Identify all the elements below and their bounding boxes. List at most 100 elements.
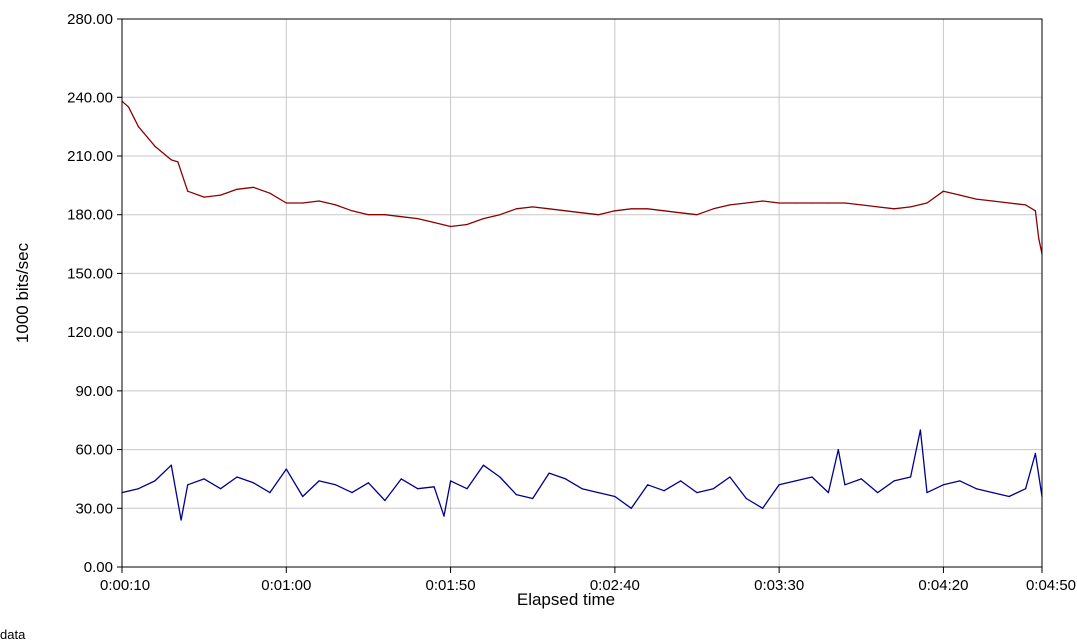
series-1-point [515, 208, 517, 210]
x-tick-label: 0:00:10 [100, 577, 150, 594]
footer-text: data [0, 627, 26, 642]
series-2-point [729, 476, 731, 478]
series-2-point [466, 488, 468, 490]
series-2-point [581, 488, 583, 490]
y-tick-labels: 0.00 30.00 60.00 90.00 120.00 150.00 180.00 210… [67, 11, 113, 576]
series-1-point [811, 202, 813, 204]
series-2-point [335, 484, 337, 486]
series-1-point [187, 190, 189, 192]
series-2-point [919, 429, 922, 431]
series-2-point [680, 480, 682, 482]
series-2-point [811, 476, 813, 478]
series-1-point [680, 212, 682, 214]
series-1-point [860, 204, 862, 206]
series-2-point [778, 484, 780, 486]
series-2-point [400, 478, 402, 480]
series-2-point [1025, 488, 1027, 490]
series-1-point [729, 204, 731, 206]
x-axis-title: Elapsed time [517, 590, 615, 609]
series-2-point [959, 480, 961, 482]
series-1-point [220, 194, 222, 196]
series-1-point [597, 214, 600, 216]
x-tick-label: 0:04:20 [918, 577, 968, 594]
series-1-point [926, 202, 928, 204]
tick-marks [117, 18, 1043, 573]
series-1-point [712, 208, 715, 210]
y-tick-label: 60.00 [75, 442, 113, 459]
series-2-point [1034, 452, 1036, 455]
series-1-point [335, 204, 337, 206]
series-1-point [1025, 204, 1027, 206]
series-line-2 [121, 429, 1043, 521]
series-2-point [647, 484, 649, 486]
series-2-point [318, 480, 320, 482]
y-axis-title: 1000 bits/sec [13, 242, 32, 343]
series-1-point [177, 161, 179, 163]
x-tick-label: 0:03:30 [754, 577, 804, 594]
series-2-point [860, 478, 862, 480]
series-1-point [482, 218, 484, 220]
series-1-point [137, 126, 139, 128]
y-tick-label: 90.00 [75, 383, 113, 400]
series-2-point [893, 480, 895, 482]
x-tick-label: 0:02:40 [590, 577, 640, 594]
line-chart: 0.00 30.00 60.00 90.00 120.00 150.00 180.00 210… [13, 11, 1076, 609]
series-2-point [942, 484, 945, 486]
series-1-point [400, 216, 402, 218]
series-1-point [417, 218, 419, 220]
series-2-point [696, 492, 698, 494]
series-2-point [187, 484, 189, 486]
series-2-point [433, 486, 435, 488]
series-1-point [827, 202, 830, 204]
series-1-point [384, 214, 386, 216]
series-1-point [128, 106, 130, 108]
series-2-point [302, 495, 304, 498]
series-1-point [565, 210, 567, 212]
series-1-point [351, 210, 353, 212]
series-2-point [180, 519, 182, 521]
series-1-point [630, 208, 632, 210]
x-tick-labels: 0:00:10 0:01:00 0:01:50 0:02:40 0:03:30 0:04:… [100, 577, 1076, 594]
series-1-point [647, 208, 649, 210]
series-2-point [910, 476, 912, 478]
grid-lines [122, 19, 1042, 567]
series-1-point [910, 206, 912, 208]
y-tick-label: 120.00 [67, 324, 113, 341]
series-1-point [302, 202, 304, 204]
series-2-point [837, 449, 839, 451]
series-2-point [269, 492, 271, 494]
series-1-point [252, 186, 254, 188]
series-2-point [992, 492, 994, 494]
series-1-point [269, 192, 271, 194]
series-2-point [170, 464, 172, 466]
series-1-point [795, 202, 797, 204]
series-2-point [844, 484, 846, 486]
series-1-point [893, 208, 895, 210]
series-2-point [384, 499, 386, 502]
series-2-point [877, 492, 879, 494]
series-2-point [975, 488, 977, 490]
series-1-point [318, 200, 320, 202]
y-tick-label: 180.00 [67, 207, 113, 224]
x-tick-label: 0:04:50 [1026, 577, 1076, 594]
series-group [121, 100, 1043, 521]
y-tick-label: 30.00 [75, 500, 113, 517]
series-1-point [203, 196, 205, 198]
series-2-point [515, 494, 517, 496]
series-1-point [942, 190, 945, 192]
series-1-point [154, 145, 156, 147]
y-tick-label: 0.00 [84, 559, 113, 576]
series-2-point [252, 482, 254, 484]
series-1-point [663, 210, 665, 212]
series-1-point [367, 214, 369, 216]
x-tick-label: 0:01:00 [261, 577, 311, 594]
series-1-point [959, 194, 961, 196]
y-tick-label: 210.00 [67, 148, 113, 165]
plot-area [122, 19, 1042, 567]
series-2-point [926, 492, 928, 494]
series-2-point [236, 476, 238, 478]
series-2-point [795, 480, 797, 482]
series-1-point [499, 214, 501, 216]
series-1-point [1008, 202, 1010, 204]
series-1-point [778, 202, 780, 204]
